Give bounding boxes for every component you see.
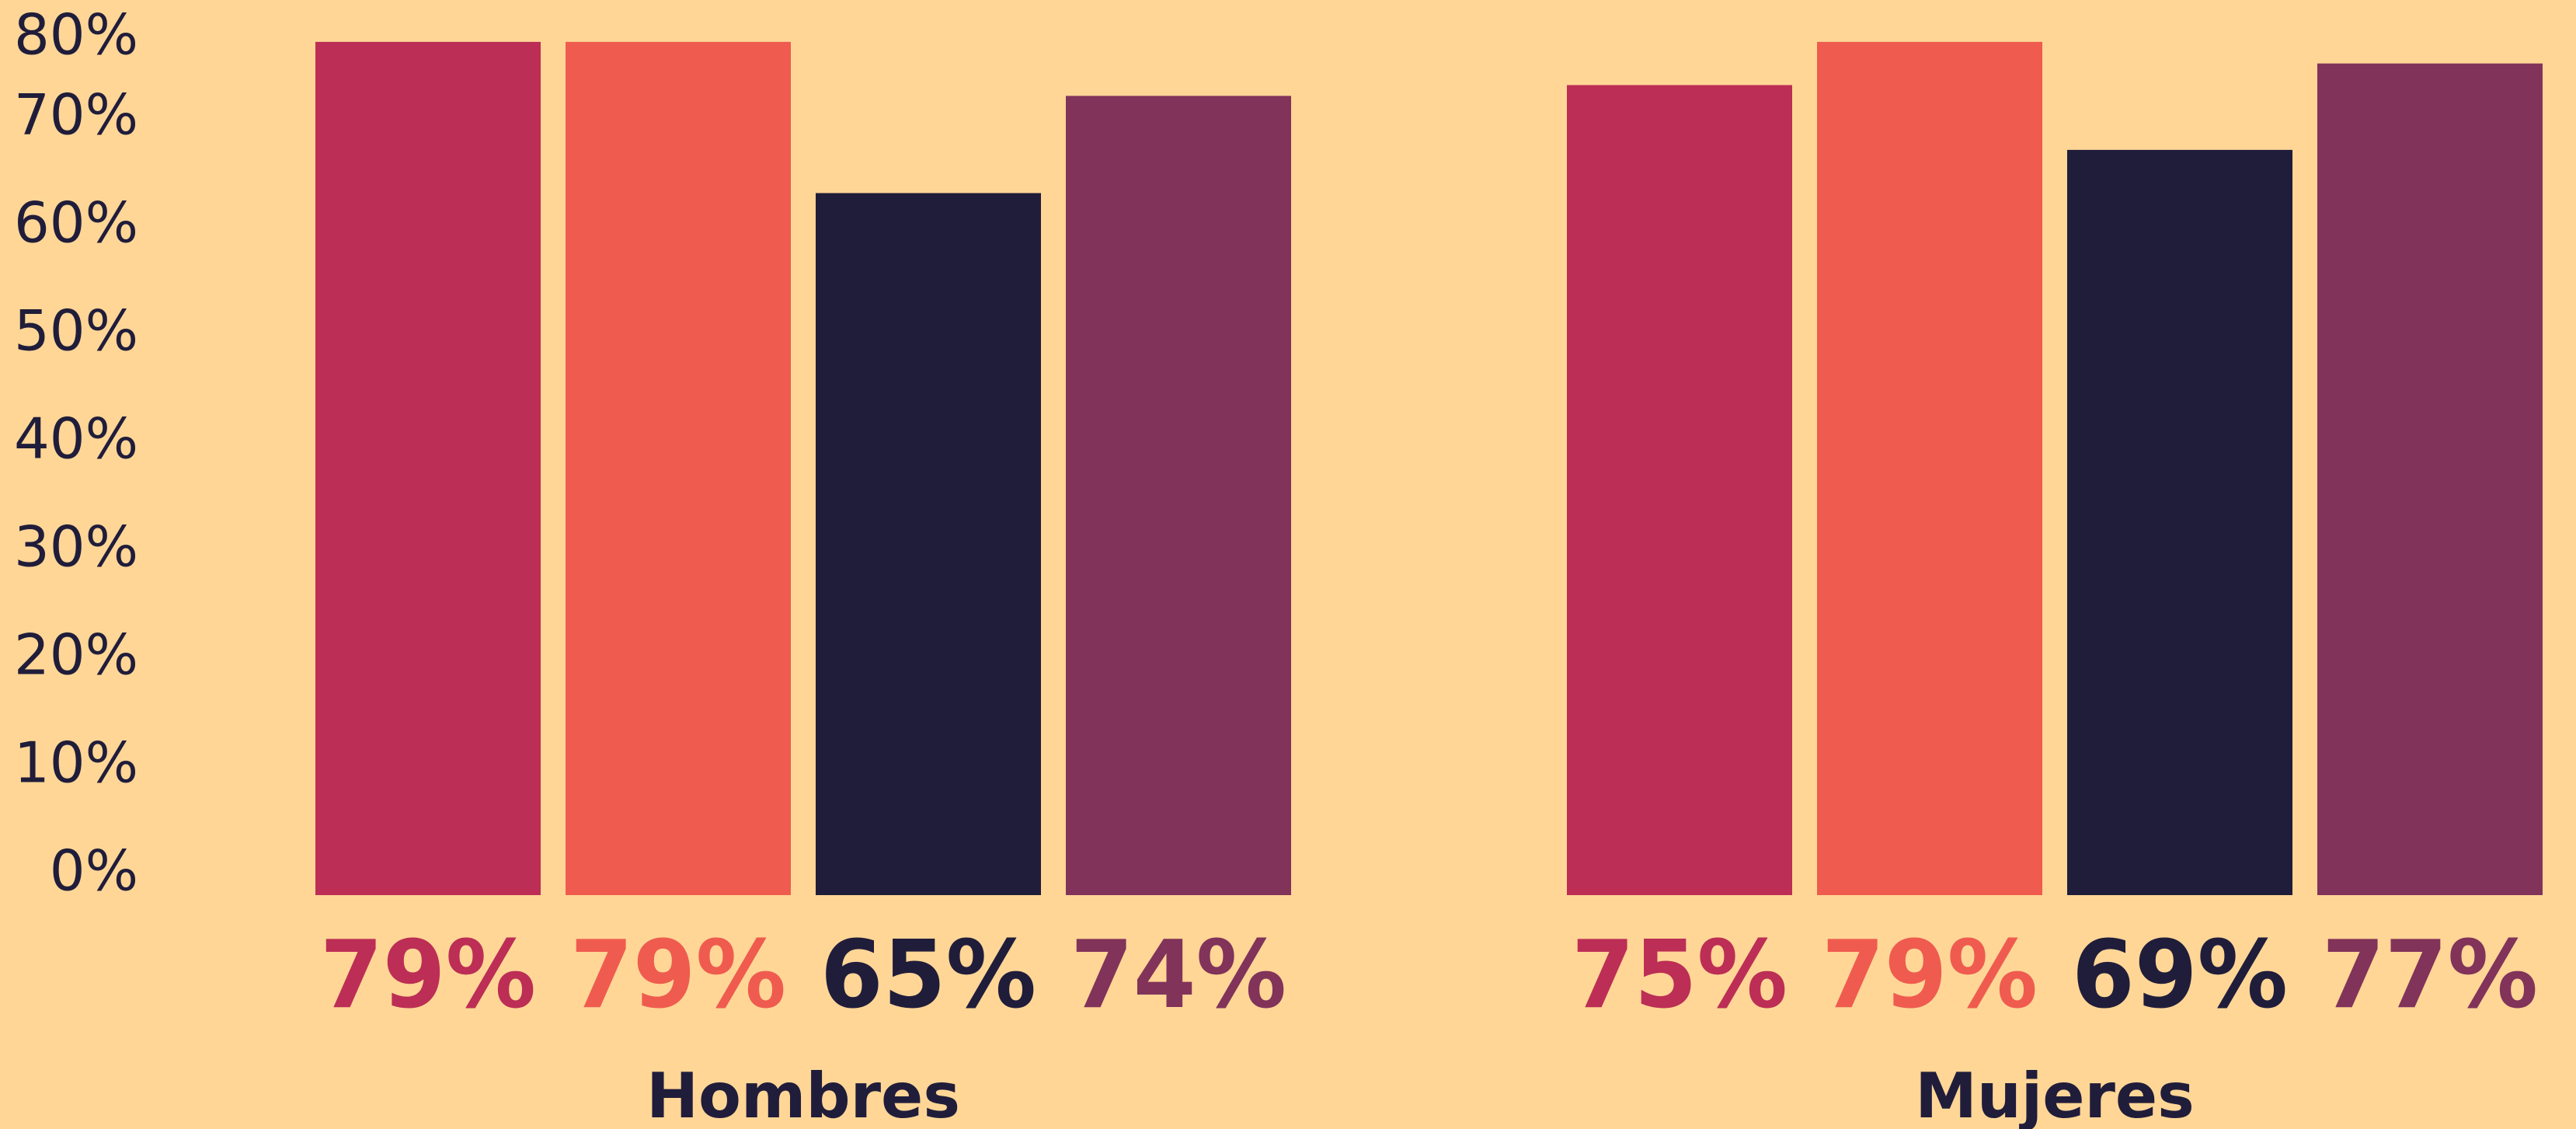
bar: [1567, 85, 1792, 895]
value-label: 75%: [1572, 922, 1788, 1030]
bar: [2317, 63, 2543, 896]
bar: [1817, 41, 2042, 895]
value-label: 79%: [1822, 922, 2038, 1030]
y-tick-label: 30%: [14, 514, 138, 580]
y-tick-label: 50%: [14, 298, 138, 364]
value-label: 77%: [2322, 922, 2538, 1030]
y-tick-label: 40%: [14, 406, 138, 472]
y-tick-label: 70%: [14, 82, 138, 148]
bar: [816, 193, 1041, 895]
y-tick-label: 0%: [50, 838, 138, 904]
bar: [2067, 149, 2292, 895]
y-tick-label: 10%: [14, 730, 138, 796]
y-tick-label: 20%: [14, 622, 138, 688]
y-tick-label: 60%: [14, 190, 138, 256]
category-label: Hombres: [646, 1060, 960, 1129]
value-label: 79%: [570, 922, 786, 1030]
value-label: 74%: [1070, 922, 1286, 1030]
value-label: 69%: [2072, 922, 2288, 1030]
bar: [315, 41, 541, 895]
category-label: Mujeres: [1915, 1060, 2195, 1129]
bar: [566, 41, 791, 895]
y-axis: 0% 10% 20% 30% 40% 50% 60% 70% 80%: [14, 2, 138, 904]
value-label: 79%: [320, 922, 536, 1030]
category-labels: Hombres Mujeres: [646, 1060, 2195, 1129]
y-tick-label: 80%: [14, 2, 138, 68]
value-label: 65%: [820, 922, 1036, 1030]
bars: [315, 41, 2543, 896]
bar: [1066, 96, 1291, 895]
value-labels: 79% 79% 65% 74% 75% 79% 69% 77%: [320, 922, 2538, 1030]
